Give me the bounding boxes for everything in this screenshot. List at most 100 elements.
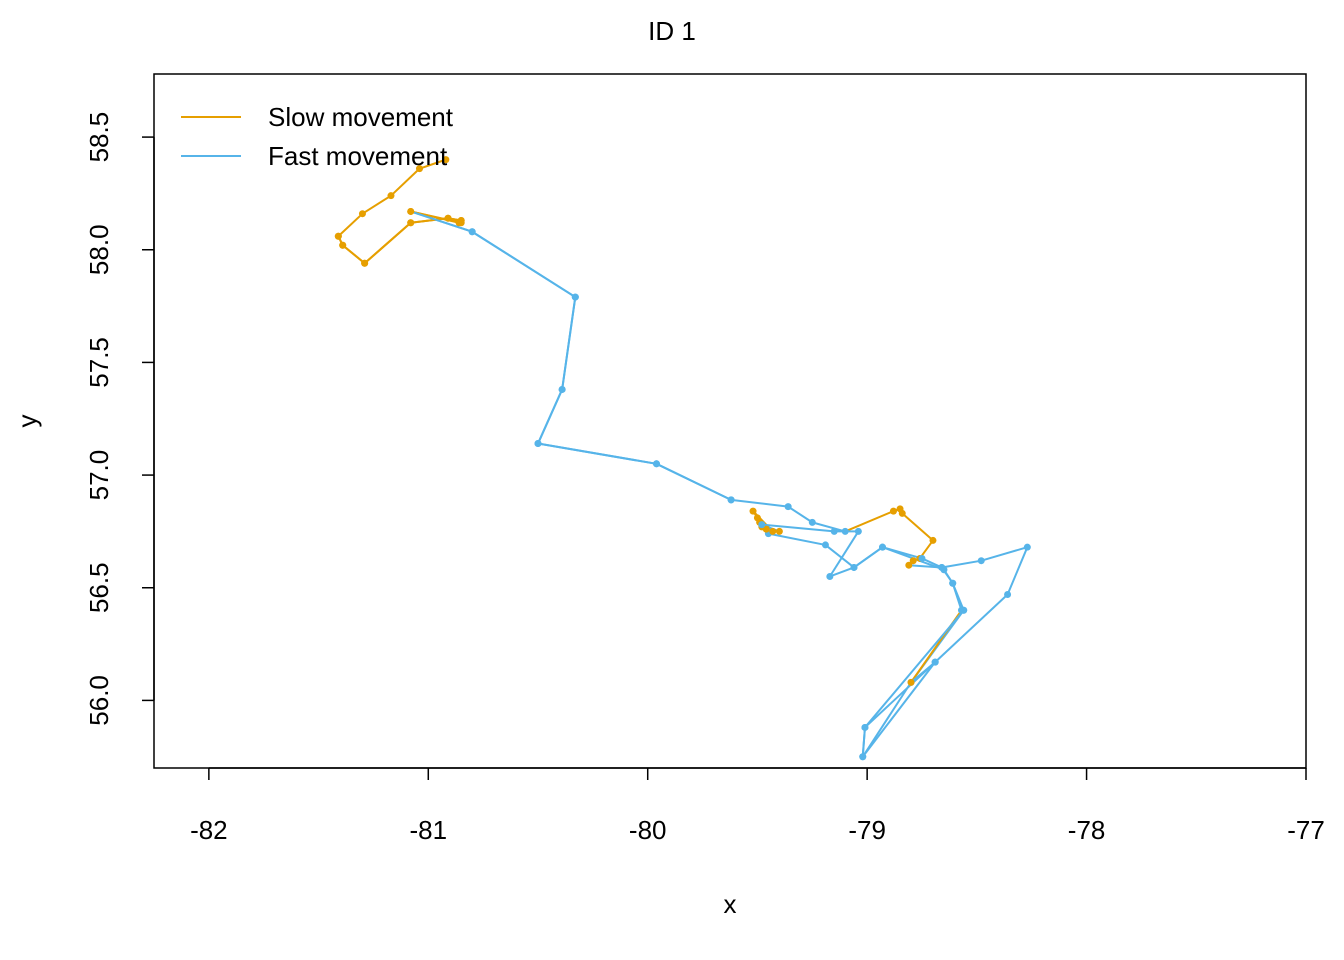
y-tick-label: 58.0 [84,224,114,275]
track-point-fast [727,496,735,504]
track-segment-slow [419,158,447,170]
track-point-fast [977,557,985,565]
track-point-fast [960,606,968,614]
track-segment-fast [853,546,884,569]
track-segment-fast [1006,546,1029,595]
track-segment-fast [761,523,835,533]
track-point-fast [918,554,926,562]
track-point-fast [571,293,579,301]
track-lines [337,158,1029,758]
y-tick-label: 56.5 [84,562,114,613]
track-segment-fast [921,557,943,569]
track-segment-fast [951,582,963,611]
track-segment-fast [537,442,657,465]
track-point-slow [769,527,777,535]
track-segment-fast [861,727,866,757]
track-segment-fast [861,661,936,758]
track-point-fast [830,527,838,535]
track-point-fast [1023,543,1031,551]
track-segment-fast [537,389,564,444]
track-segment-fast [730,498,789,508]
track-point-slow [361,259,369,267]
track-segment-fast [882,546,923,560]
y-axis: 56.0 56.5 57.0 57.5 58.0 58.5 [84,112,155,726]
track-segment-slow [390,167,421,197]
track-segment-fast [410,210,473,233]
track-point-fast [854,527,862,535]
track-point-slow [775,527,783,535]
x-tick-label: -78 [1068,815,1106,845]
track-point-fast [808,518,816,526]
track-point-slow [334,232,342,240]
track-point-slow [889,507,897,515]
track-point-slow [416,165,424,173]
track-segment-fast [980,546,1028,562]
track-segment-fast [824,544,855,569]
track-point-slow [339,241,347,249]
track-point-fast [468,228,476,236]
x-tick-label: -79 [848,815,886,845]
track-point-fast [558,385,566,393]
y-tick-label: 56.0 [84,675,114,726]
track-point-slow [909,557,917,565]
x-axis: -82 -81 -80 -79 -78 -77 [190,767,1325,845]
track-point-fast [1004,591,1012,598]
track-segment-fast [787,505,813,524]
track-segment-slow [363,221,412,265]
track-point-fast [859,753,867,761]
track-segment-slow [342,244,366,265]
track-point-fast [931,658,939,666]
track-point-slow [407,219,415,227]
track-point-fast [821,541,829,549]
track-point-slow [358,210,366,218]
track-point-fast [879,543,887,551]
track-point-slow [442,156,450,164]
track-segment-fast [934,593,1009,663]
track-point-fast [850,563,858,571]
track-segment-fast [812,521,846,533]
track-segment-fast [828,530,860,578]
track-point-slow [898,509,906,517]
track-point-slow [407,207,415,215]
track-segment-fast [768,532,826,546]
track-segment-fast [829,566,855,578]
y-tick-label: 58.5 [84,112,114,163]
track-point-fast [841,527,849,535]
legend: Slow movement Fast movement [181,102,454,171]
x-tick-label: -81 [409,815,447,845]
track-segment-fast [910,661,936,684]
track-segment-fast [861,681,912,758]
legend-label-slow: Slow movement [268,102,454,132]
y-axis-label: y [12,415,42,428]
track-segment-slow [361,194,392,215]
track-point-slow [929,536,937,544]
x-tick-label: -80 [629,815,667,845]
track-point-slow [457,219,465,227]
track-point-fast [784,503,792,511]
x-tick-label: -77 [1287,815,1325,845]
chart-title: ID 1 [648,16,696,46]
track-points [334,156,1031,761]
track-point-fast [758,521,766,529]
track-point-slow [749,507,757,515]
track-segment-fast [656,462,732,501]
x-axis-label: x [724,889,737,919]
track-segment-fast [471,230,576,298]
track-segment-slow [337,212,364,237]
track-point-fast [826,572,834,580]
track-point-slow [907,678,915,686]
track-segment-slow [901,512,934,542]
track-point-fast [949,579,957,587]
track-point-fast [861,723,869,731]
track-point-slow [905,561,913,569]
track-point-fast [938,563,946,571]
track-point-fast [534,440,542,448]
legend-label-fast: Fast movement [268,141,448,171]
track-segment-fast [561,296,577,390]
x-tick-label: -82 [190,815,228,845]
track-point-slow [753,514,761,522]
track-point-slow [444,214,452,222]
y-tick-label: 57.5 [84,337,114,388]
track-point-slow [387,192,395,200]
